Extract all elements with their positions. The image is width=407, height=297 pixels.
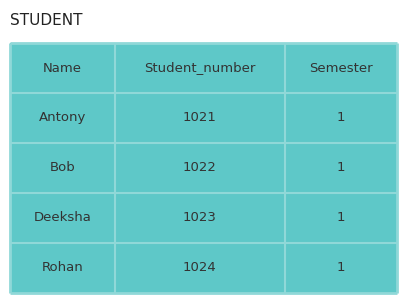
Text: 1: 1 [337, 261, 345, 274]
Text: Rohan: Rohan [42, 261, 83, 274]
Text: Name: Name [43, 61, 82, 75]
Text: Semester: Semester [309, 61, 372, 75]
Text: 1022: 1022 [183, 161, 217, 174]
Text: 1021: 1021 [183, 111, 217, 124]
Text: 1: 1 [337, 161, 345, 174]
Text: 1: 1 [337, 211, 345, 224]
Text: 1024: 1024 [183, 261, 217, 274]
Text: Bob: Bob [50, 161, 75, 174]
Text: 1023: 1023 [183, 211, 217, 224]
Text: Student_number: Student_number [144, 61, 255, 75]
Text: Deeksha: Deeksha [33, 211, 91, 224]
Text: Antony: Antony [39, 111, 86, 124]
Text: 1: 1 [337, 111, 345, 124]
Text: STUDENT: STUDENT [10, 13, 83, 29]
Bar [10, 43, 397, 293]
